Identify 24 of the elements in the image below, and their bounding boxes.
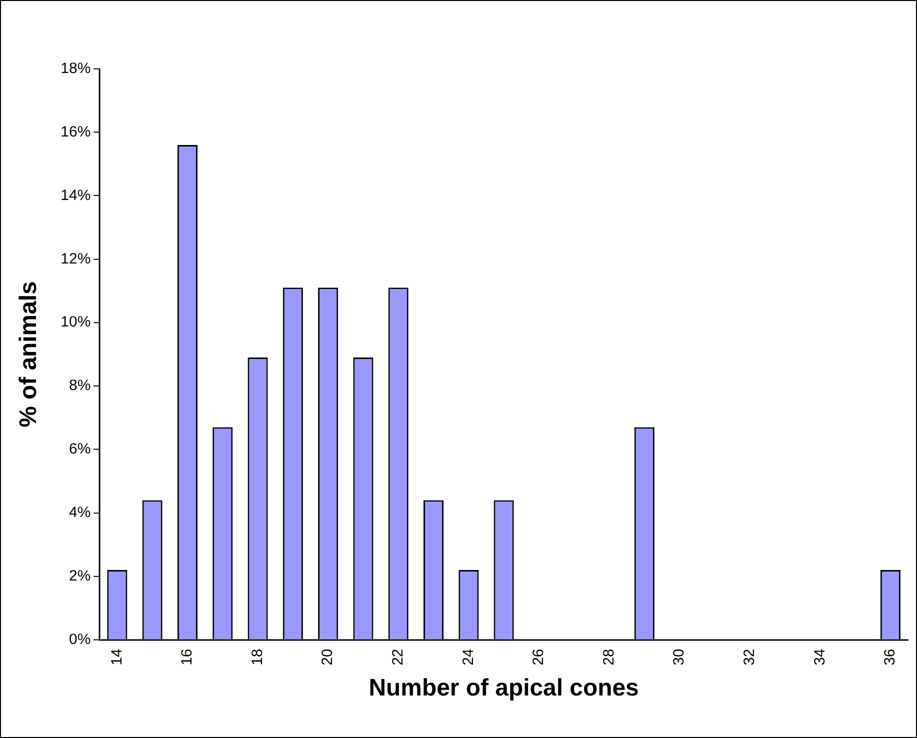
x-tick-label: 16: [178, 648, 196, 666]
y-tick-label: 4%: [68, 504, 91, 522]
y-axis-title: % of animals: [14, 281, 42, 428]
y-tick-label: 12%: [60, 250, 91, 268]
y-tick-label: 18%: [60, 60, 91, 77]
y-tick-label: 16%: [60, 123, 91, 140]
y-tick-label: 8%: [68, 377, 91, 394]
x-tick-label: 24: [460, 648, 477, 666]
x-tick-label: 36: [882, 648, 899, 666]
y-tick-label: 2%: [68, 567, 91, 584]
x-tick-label: 14: [108, 648, 126, 666]
x-tick-label: 32: [740, 648, 758, 666]
y-tick-label: 0%: [68, 630, 91, 648]
y-tick-label: 10%: [60, 314, 91, 331]
x-axis-title: Number of apical cones: [368, 674, 639, 702]
x-tick-label: 26: [530, 648, 548, 666]
y-tick-label: 6%: [68, 440, 91, 458]
y-tick-label: 14%: [60, 186, 91, 204]
x-tick-label: 34: [811, 648, 828, 666]
x-tick-label: 28: [600, 648, 618, 666]
x-tick-label: 30: [670, 648, 688, 666]
x-tick-label: 18: [248, 648, 266, 666]
x-tick-label: 22: [389, 648, 406, 666]
x-tick-label: 20: [319, 648, 336, 666]
